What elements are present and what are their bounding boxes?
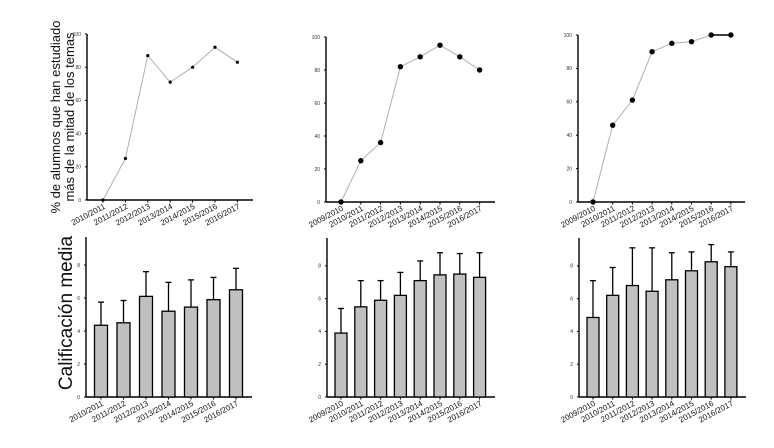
bar — [472, 276, 487, 398]
bar — [373, 299, 388, 398]
y-tick-label: 8 — [570, 264, 573, 270]
y-tick-label: 6 — [77, 296, 80, 302]
data-point — [235, 60, 239, 64]
bar — [625, 284, 640, 398]
y-tick-label: 80 — [566, 66, 572, 72]
top-ylabel-line1: % de alumnos que han estudiado — [48, 21, 63, 214]
chart-top-left: 0204060801002010/20112011/20122012/20132… — [70, 32, 253, 228]
y-tick-label: 60 — [566, 100, 572, 106]
bar — [704, 261, 718, 398]
data-point — [101, 198, 105, 202]
y-tick-label: 0 — [78, 198, 81, 204]
bar — [586, 316, 600, 398]
bar — [138, 295, 154, 398]
data-point — [669, 40, 675, 47]
chart-bottom-middle: 024682009/20102010/20112011/20122012/201… — [307, 238, 495, 425]
chart-bottom-left: 024682010/20112011/20122012/20132013/201… — [68, 237, 252, 425]
data-point — [457, 54, 463, 60]
data-point — [688, 38, 695, 45]
y-tick-label: 60 — [314, 101, 320, 107]
y-tick-label: 2 — [318, 362, 321, 368]
data-point — [358, 158, 364, 164]
y-tick-label: 100 — [73, 32, 82, 38]
bar — [606, 294, 620, 398]
data-point — [146, 53, 150, 58]
top-ylabel-line2: más de la mitad de los temas — [62, 32, 77, 202]
y-tick-label: 20 — [75, 165, 81, 171]
bar — [206, 299, 221, 398]
bar — [393, 294, 408, 398]
bar — [228, 289, 244, 398]
y-tick-label: 80 — [314, 68, 320, 74]
bar — [354, 306, 368, 398]
data-line — [592, 34, 731, 203]
bar — [93, 324, 109, 398]
y-tick-label: 20 — [566, 166, 572, 172]
data-point — [191, 65, 195, 69]
bar — [161, 310, 176, 398]
y-tick-label: 2 — [77, 362, 80, 368]
data-point — [649, 49, 655, 55]
y-tick-label: 20 — [314, 167, 320, 173]
bar — [183, 306, 199, 398]
chart-bottom-right: 024682009/20102010/20112011/20122012/201… — [559, 238, 746, 425]
data-point — [377, 139, 384, 146]
y-tick-label: 100 — [312, 35, 321, 41]
bar — [645, 290, 659, 398]
chart-top-right: 0204060801002009/20102010/20112011/20122… — [559, 32, 745, 230]
y-tick-label: 0 — [317, 200, 320, 206]
data-point — [168, 80, 172, 84]
bar — [413, 279, 427, 398]
y-tick-label: 6 — [570, 296, 573, 302]
bar — [453, 273, 467, 398]
bar — [433, 274, 447, 398]
y-tick-label: 4 — [570, 329, 573, 335]
bar — [684, 270, 699, 398]
bottom-ylabel: Calificación media — [56, 235, 77, 390]
data-point — [629, 97, 636, 103]
y-tick-label: 0 — [318, 395, 321, 401]
y-tick-label: 100 — [564, 33, 573, 39]
data-line — [102, 46, 238, 201]
y-tick-label: 40 — [314, 134, 320, 140]
y-tick-label: 80 — [75, 65, 81, 71]
bar — [116, 322, 131, 398]
bar — [724, 266, 738, 398]
y-tick-label: 8 — [318, 264, 321, 270]
y-tick-label: 40 — [566, 133, 572, 139]
y-tick-label: 4 — [77, 329, 80, 335]
data-point — [437, 42, 443, 48]
bar — [334, 332, 348, 398]
y-tick-label: 0 — [569, 200, 572, 206]
data-point — [397, 63, 404, 70]
data-point — [417, 54, 423, 60]
y-tick-label: 8 — [77, 263, 80, 269]
chart-top-middle: 0204060801002009/20102010/20112011/20122… — [307, 35, 495, 230]
bar — [665, 279, 679, 398]
data-point — [476, 67, 483, 73]
data-point — [610, 122, 616, 128]
y-tick-label: 40 — [75, 131, 81, 137]
y-tick-label: 60 — [75, 98, 81, 104]
data-point — [338, 199, 344, 205]
y-tick-label: 0 — [570, 395, 573, 401]
y-tick-label: 6 — [318, 296, 321, 302]
data-point — [590, 199, 596, 205]
data-point — [123, 156, 127, 161]
data-line — [340, 44, 480, 203]
data-point — [213, 45, 217, 49]
y-tick-label: 2 — [570, 362, 573, 368]
y-tick-label: 4 — [318, 329, 321, 335]
y-tick-label: 0 — [77, 395, 80, 401]
